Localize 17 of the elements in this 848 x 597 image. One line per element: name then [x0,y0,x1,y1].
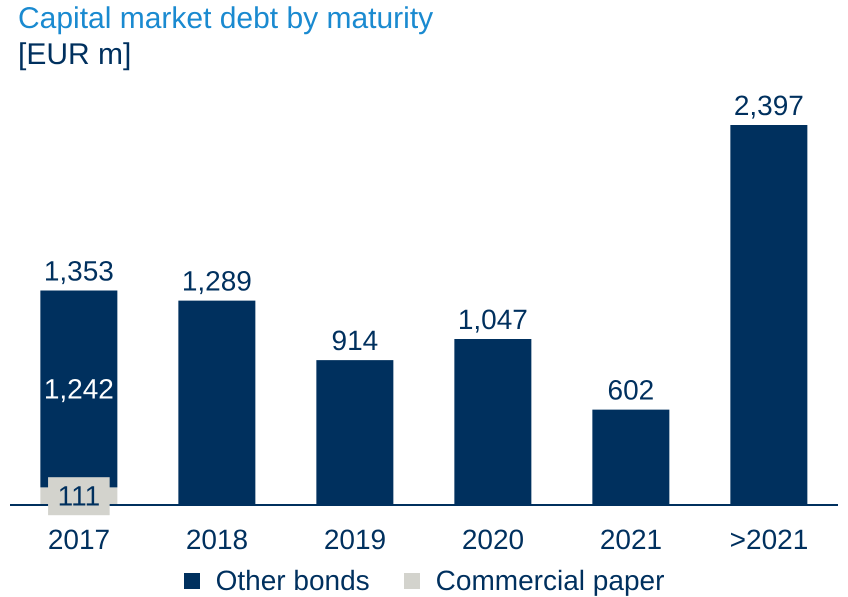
data-label: 602 [608,374,654,406]
x-tick-label: >2021 [730,524,808,555]
data-label: 1,242 [44,373,114,404]
chart-title: Capital market debt by maturity [18,2,434,36]
x-tick-label: 2019 [324,524,386,555]
x-tick-label: 2020 [462,524,524,555]
x-tick-label: 2021 [600,524,662,555]
total-label: 1,353 [44,256,114,287]
legend-label: Other bonds [216,565,370,597]
data-label: 914 [332,325,378,356]
data-label: 1,047 [458,304,528,336]
x-tick-label: 2017 [48,524,110,555]
legend-label: Commercial paper [436,565,664,597]
data-label: 2,397 [734,90,804,121]
data-label: 1,289 [182,266,252,297]
chart-subtitle: [EUR m] [18,38,132,72]
x-tick-label: 2018 [186,524,248,555]
